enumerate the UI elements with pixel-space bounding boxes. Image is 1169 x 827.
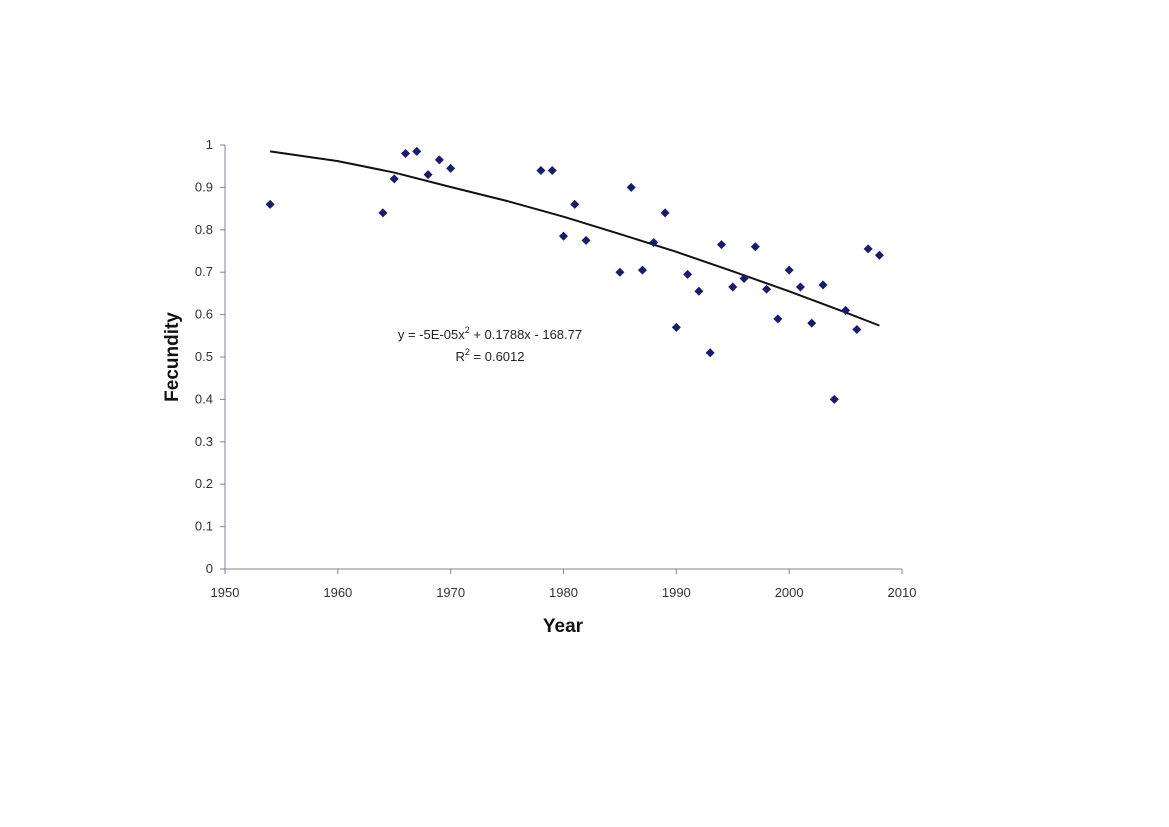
data-point [423, 170, 433, 180]
y-tick-label: 0.3 [195, 434, 213, 449]
data-point [671, 322, 681, 332]
data-point [637, 265, 647, 275]
data-point [705, 348, 715, 358]
x-tick-label: 1990 [662, 585, 691, 600]
data-point [412, 146, 422, 156]
y-tick-label: 0.6 [195, 307, 213, 322]
x-axis-title: Year [543, 616, 584, 637]
data-point [829, 394, 839, 404]
data-point [401, 148, 411, 158]
y-tick-label: 0.2 [195, 476, 213, 491]
data-point [784, 265, 794, 275]
data-point [852, 324, 862, 334]
data-point [716, 240, 726, 250]
y-tick-label: 1 [206, 137, 213, 152]
data-point [683, 269, 693, 279]
data-point [559, 231, 568, 241]
data-point [547, 165, 557, 175]
data-point [581, 235, 591, 245]
data-point [378, 208, 388, 218]
x-axis-ticks: 1950 1960 1970 1980 1990 2000 2010 [211, 569, 917, 600]
r-squared-label: R2 = 0.6012 [456, 347, 525, 364]
y-tick-label: 0.1 [195, 519, 213, 534]
data-point [265, 199, 275, 209]
data-point [446, 163, 456, 173]
y-tick-label: 0.7 [195, 264, 213, 279]
data-point [434, 155, 444, 165]
x-tick-label: 1960 [323, 585, 352, 600]
data-point [615, 267, 625, 277]
y-tick-label: 0.9 [195, 179, 213, 194]
data-point [694, 286, 704, 296]
data-point [536, 165, 546, 175]
data-point [773, 314, 783, 324]
y-axis-ticks: 0 0.1 0.2 0.3 0.4 0.5 0.6 0.7 0.8 0.9 1 [195, 137, 225, 576]
data-point [750, 242, 760, 252]
data-point [818, 280, 828, 290]
data-point [389, 174, 399, 184]
data-points [265, 146, 884, 404]
y-tick-label: 0.8 [195, 222, 213, 237]
data-point [626, 182, 636, 192]
trendline [269, 150, 880, 327]
data-point [807, 318, 817, 328]
y-tick-label: 0 [206, 561, 213, 576]
x-tick-label: 2010 [888, 585, 917, 600]
data-point [874, 250, 884, 260]
data-point [728, 282, 738, 292]
x-tick-label: 1980 [549, 585, 578, 600]
data-point [841, 305, 851, 315]
data-point [570, 199, 580, 209]
x-tick-label: 1950 [211, 585, 240, 600]
y-axis-title: Fecundity [162, 312, 183, 402]
equation-label: y = -5E-05x2 + 0.1788x - 168.77 [398, 325, 582, 342]
x-tick-label: 2000 [775, 585, 804, 600]
data-point [649, 238, 659, 248]
x-tick-label: 1970 [436, 585, 465, 600]
axes [224, 145, 902, 570]
y-tick-label: 0.5 [195, 349, 213, 364]
data-point [660, 208, 670, 218]
data-point [795, 282, 805, 292]
data-point [762, 284, 772, 294]
y-tick-label: 0.4 [195, 391, 213, 406]
data-point [739, 274, 749, 284]
data-point [863, 244, 873, 254]
